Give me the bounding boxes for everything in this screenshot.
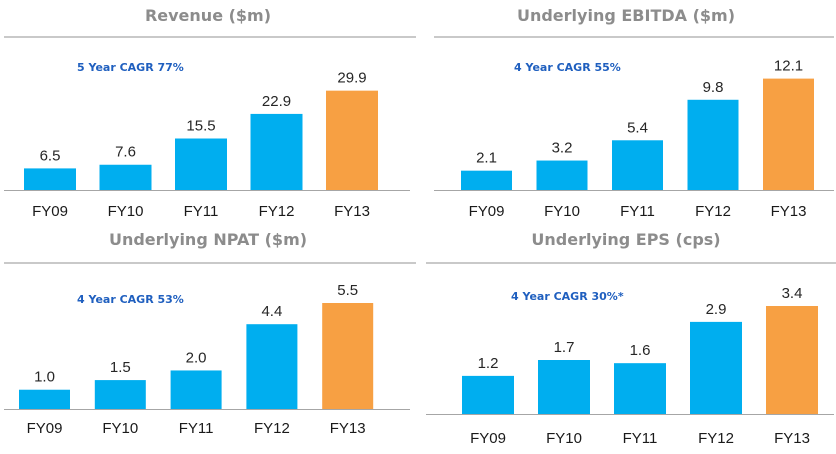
eps-chart-panel: Underlying EPS (cps) 4 Year CAGR 30%* 1.… bbox=[416, 224, 836, 449]
x-tick-label: FY13 bbox=[774, 430, 810, 447]
title-divider bbox=[4, 262, 416, 264]
x-tick-label: FY13 bbox=[771, 203, 807, 220]
data-label: 3.2 bbox=[552, 140, 573, 157]
title-divider bbox=[434, 36, 834, 38]
title-divider bbox=[426, 262, 836, 264]
data-label: 1.7 bbox=[554, 339, 575, 356]
x-tick-label: FY11 bbox=[620, 203, 655, 220]
x-tick-label: FY09 bbox=[27, 420, 63, 437]
x-tick-label: FY11 bbox=[623, 430, 658, 447]
x-tick-label: FY11 bbox=[184, 203, 219, 220]
x-tick-label: FY10 bbox=[546, 430, 582, 447]
bar-fy11 bbox=[175, 138, 227, 190]
data-label: 2.0 bbox=[186, 349, 207, 366]
bar-fy13 bbox=[322, 303, 374, 409]
bar-fy11 bbox=[612, 140, 663, 190]
x-tick-label: FY10 bbox=[102, 420, 138, 437]
bar-fy10 bbox=[94, 380, 146, 409]
data-label: 7.6 bbox=[115, 144, 136, 161]
revenue-chart-panel: Revenue ($m) 5 Year CAGR 77% 6.5 FY09 7.6 F… bbox=[0, 0, 416, 224]
chart-title: Underlying EBITDA ($m) bbox=[516, 6, 736, 25]
x-tick-label: FY10 bbox=[108, 203, 144, 220]
data-label: 9.8 bbox=[703, 79, 724, 96]
x-tick-label: FY12 bbox=[259, 203, 295, 220]
data-label: 2.9 bbox=[706, 301, 727, 318]
x-tick-label: FY13 bbox=[334, 203, 370, 220]
bar-fy10 bbox=[538, 360, 590, 414]
npat-chart-panel: Underlying NPAT ($m) 4 Year CAGR 53% 1.0… bbox=[0, 224, 416, 449]
title-divider bbox=[4, 36, 416, 38]
bar-fy12 bbox=[246, 324, 298, 409]
chart-title: Underlying EPS (cps) bbox=[531, 230, 721, 249]
chart-title: Underlying NPAT ($m) bbox=[108, 230, 308, 249]
x-tick-label: FY12 bbox=[695, 203, 731, 220]
x-tick-label: FY09 bbox=[470, 430, 506, 447]
npat-bar-chart: 1.0 FY09 1.5 FY10 2.0 FY11 4.4 FY12 5.5 FY13 bbox=[4, 282, 410, 437]
data-label: 1.2 bbox=[478, 355, 499, 372]
cagr-annotation: 4 Year CAGR 30%* bbox=[511, 290, 624, 303]
bar-fy13 bbox=[326, 90, 378, 190]
x-tick-label: FY11 bbox=[179, 420, 214, 437]
ebitda-chart-panel: Underlying EBITDA ($m) 4 Year CAGR 55% 2… bbox=[416, 0, 836, 224]
x-tick-label: FY12 bbox=[254, 420, 290, 437]
bar-fy09 bbox=[462, 375, 514, 414]
bar-fy11 bbox=[170, 370, 222, 409]
data-label: 15.5 bbox=[186, 118, 215, 135]
ebitda-bar-chart: 2.1 FY09 3.2 FY10 5.4 FY11 9.8 FY12 12.1 FY13 bbox=[434, 58, 834, 220]
bar-fy09 bbox=[24, 168, 76, 190]
bar-fy10 bbox=[536, 160, 588, 190]
cagr-annotation: 4 Year CAGR 55% bbox=[514, 61, 621, 74]
x-tick-label: FY09 bbox=[469, 203, 505, 220]
data-label: 5.4 bbox=[627, 119, 648, 136]
data-label: 6.5 bbox=[40, 147, 61, 164]
cagr-annotation: 5 Year CAGR 77% bbox=[77, 61, 184, 74]
data-label: 29.9 bbox=[337, 70, 366, 87]
x-tick-label: FY13 bbox=[330, 420, 366, 437]
chart-title: Revenue ($m) bbox=[144, 6, 272, 25]
data-label: 1.5 bbox=[110, 359, 131, 376]
bar-fy13 bbox=[763, 78, 814, 190]
x-tick-label: FY10 bbox=[544, 203, 580, 220]
x-tick-label: FY12 bbox=[698, 430, 734, 447]
bar-fy13 bbox=[766, 306, 818, 414]
data-label: 5.5 bbox=[337, 282, 358, 299]
eps-bar-chart: 1.2 FY09 1.7 FY10 1.6 FY11 2.9 FY12 3.4 FY13 bbox=[426, 285, 834, 447]
data-label: 1.6 bbox=[630, 342, 651, 359]
data-label: 3.4 bbox=[782, 285, 803, 302]
bar-fy12 bbox=[250, 113, 303, 190]
bar-fy09 bbox=[461, 170, 512, 190]
revenue-bar-chart: 6.5 FY09 7.6 FY10 15.5 FY11 22.9 FY12 29.9 FY13 bbox=[4, 70, 410, 220]
data-label: 2.1 bbox=[476, 150, 497, 167]
bar-fy11 bbox=[614, 363, 666, 414]
x-tick-label: FY09 bbox=[32, 203, 68, 220]
data-label: 4.4 bbox=[261, 303, 282, 320]
data-label: 22.9 bbox=[262, 93, 291, 110]
bar-fy09 bbox=[19, 389, 70, 409]
data-label: 1.0 bbox=[34, 369, 55, 386]
data-label: 12.1 bbox=[774, 58, 803, 75]
bar-fy12 bbox=[690, 321, 742, 414]
cagr-annotation: 4 Year CAGR 53% bbox=[77, 293, 184, 306]
bar-fy12 bbox=[687, 99, 739, 190]
bar-fy10 bbox=[99, 164, 152, 190]
